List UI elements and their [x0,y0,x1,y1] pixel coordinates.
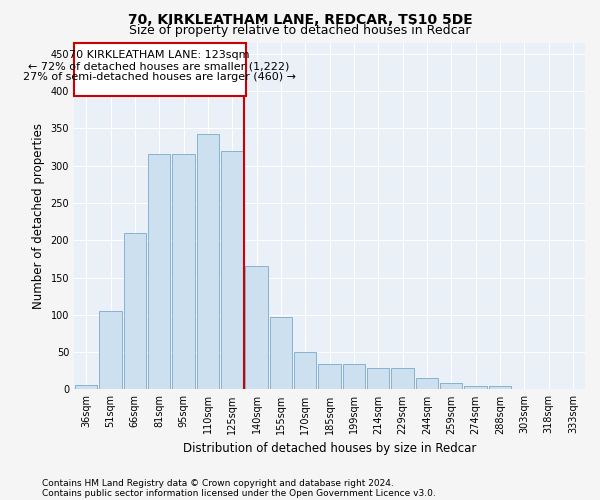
Text: Contains public sector information licensed under the Open Government Licence v3: Contains public sector information licen… [42,488,436,498]
Bar [488,386,511,390]
Text: Size of property relative to detached houses in Redcar: Size of property relative to detached ho… [129,24,471,37]
Bar [440,384,463,390]
Bar [245,266,268,390]
Bar [148,154,170,390]
Bar [294,352,316,390]
Bar [269,317,292,390]
Bar [562,388,584,390]
Text: Contains HM Land Registry data © Crown copyright and database right 2024.: Contains HM Land Registry data © Crown c… [42,478,394,488]
Bar [221,152,244,390]
Text: 70 KIRKLEATHAM LANE: 123sqm: 70 KIRKLEATHAM LANE: 123sqm [69,50,250,60]
Bar [319,364,341,390]
Text: 70, KIRKLEATHAM LANE, REDCAR, TS10 5DE: 70, KIRKLEATHAM LANE, REDCAR, TS10 5DE [128,12,472,26]
Bar [538,388,560,390]
Bar [391,368,413,390]
Bar [416,378,438,390]
Bar [343,364,365,390]
Y-axis label: Number of detached properties: Number of detached properties [32,123,45,309]
Bar [75,385,97,390]
Text: ← 72% of detached houses are smaller (1,222): ← 72% of detached houses are smaller (1,… [28,61,290,71]
Bar [100,311,122,390]
Bar [464,386,487,390]
Bar [74,42,245,96]
X-axis label: Distribution of detached houses by size in Redcar: Distribution of detached houses by size … [183,442,476,455]
Bar [197,134,219,390]
Bar [172,154,194,390]
Bar [367,368,389,390]
Bar [513,388,535,390]
Text: 27% of semi-detached houses are larger (460) →: 27% of semi-detached houses are larger (… [23,72,296,83]
Bar [124,233,146,390]
